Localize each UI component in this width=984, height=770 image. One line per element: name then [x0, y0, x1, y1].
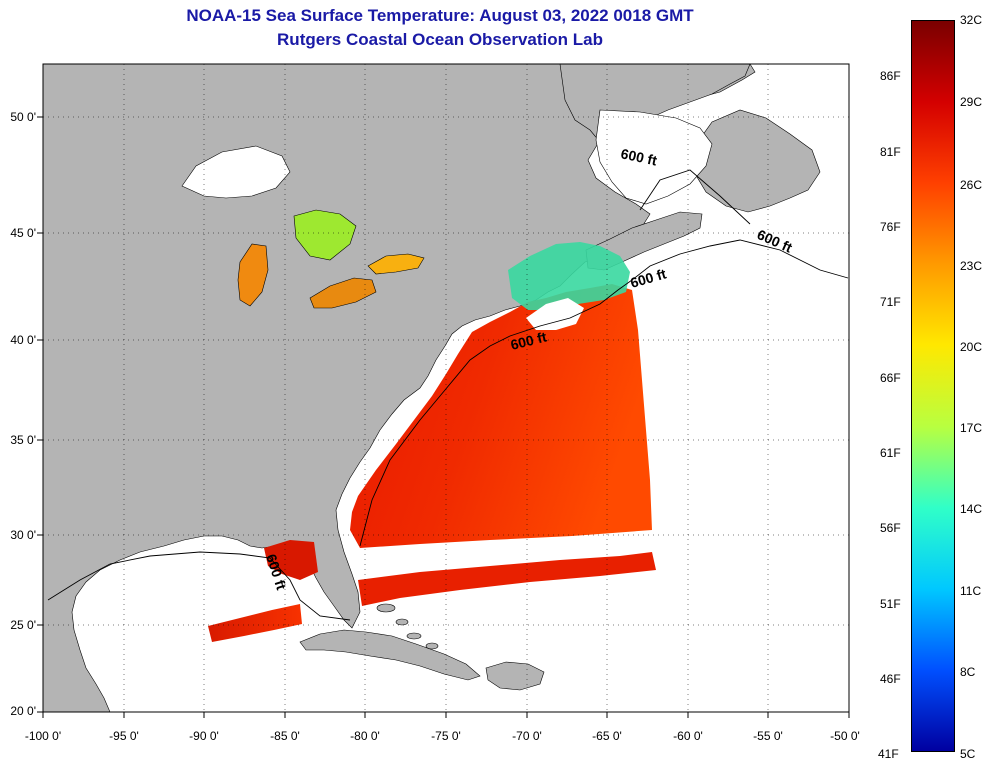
lon-label: -70 0' [512, 729, 542, 743]
lat-label: 45 0' [10, 226, 36, 240]
colorbar-fahrenheit-label: 86F [880, 69, 901, 83]
colorbar-fahrenheit-label: 81F [880, 145, 901, 159]
colorbar-celsius-label: 17C [960, 421, 983, 435]
lon-label: -75 0' [431, 729, 461, 743]
map-subtitle: Rutgers Coastal Ocean Observation Lab [277, 30, 603, 49]
lat-label: 30 0' [10, 528, 36, 542]
lat-lon-grid [43, 64, 849, 712]
colorbar-fahrenheit-label: 41F [878, 747, 899, 761]
lat-label: 50 0' [10, 110, 36, 124]
contour-label: 600 ft [619, 145, 658, 168]
colorbar-fahrenheit-label: 76F [880, 220, 901, 234]
temperature-colorbar [911, 20, 955, 752]
lon-label: -100 0' [24, 729, 62, 743]
land-bahamas [376, 603, 439, 650]
land-hispaniola [485, 661, 545, 691]
lon-label: -60 0' [673, 729, 703, 743]
sst-south-strip [358, 552, 656, 606]
colorbar-celsius-label: 23C [960, 259, 983, 273]
land-north-america [43, 64, 756, 712]
colorbar-celsius-label: 14C [960, 502, 983, 516]
gulf-st-lawrence [595, 109, 713, 205]
lon-label: -80 0' [350, 729, 380, 743]
land-newfoundland [691, 109, 821, 213]
colorbar-celsius-label: 11C [960, 584, 982, 598]
colorbar-celsius-label: 8C [960, 665, 976, 679]
lon-label: -55 0' [753, 729, 783, 743]
colorbar-fahrenheit-label: 46F [880, 672, 901, 686]
lon-label: -95 0' [109, 729, 139, 743]
lon-label: -90 0' [189, 729, 219, 743]
colorbar-fahrenheit-label: 66F [880, 371, 901, 385]
colorbar-celsius-label: 20C [960, 340, 983, 354]
lat-label: 25 0' [10, 618, 36, 632]
great-lakes [181, 145, 425, 309]
colorbar-fahrenheit-label: 61F [880, 446, 901, 460]
map-title: NOAA-15 Sea Surface Temperature: August … [186, 6, 694, 25]
isobath-600ft [47, 169, 849, 621]
lat-label: 35 0' [10, 433, 36, 447]
lon-label: -65 0' [592, 729, 622, 743]
colorbar-fahrenheit-label: 51F [880, 597, 901, 611]
colorbar-celsius-label: 5C [960, 747, 976, 761]
sst-gulf-of-maine [508, 242, 630, 310]
axis-ticks [37, 116, 850, 718]
colorbar-fahrenheit-label: 71F [880, 295, 901, 309]
colorbar-fahrenheit-label: 56F [880, 521, 901, 535]
lat-label: 20 0' [10, 704, 36, 718]
lon-label: -50 0' [830, 729, 860, 743]
land-cuba [299, 629, 481, 681]
lat-label: 40 0' [10, 333, 36, 347]
sst-gulf-strip [208, 604, 302, 642]
sst-cloud-patch [526, 298, 584, 330]
sst-florida-panhandle [264, 540, 318, 580]
colorbar-celsius-label: 26C [960, 178, 983, 192]
lon-label: -85 0' [270, 729, 300, 743]
sst-atlantic-swath [350, 284, 652, 548]
colorbar-celsius-label: 29C [960, 95, 983, 109]
colorbar-celsius-label: 32C [960, 13, 983, 27]
